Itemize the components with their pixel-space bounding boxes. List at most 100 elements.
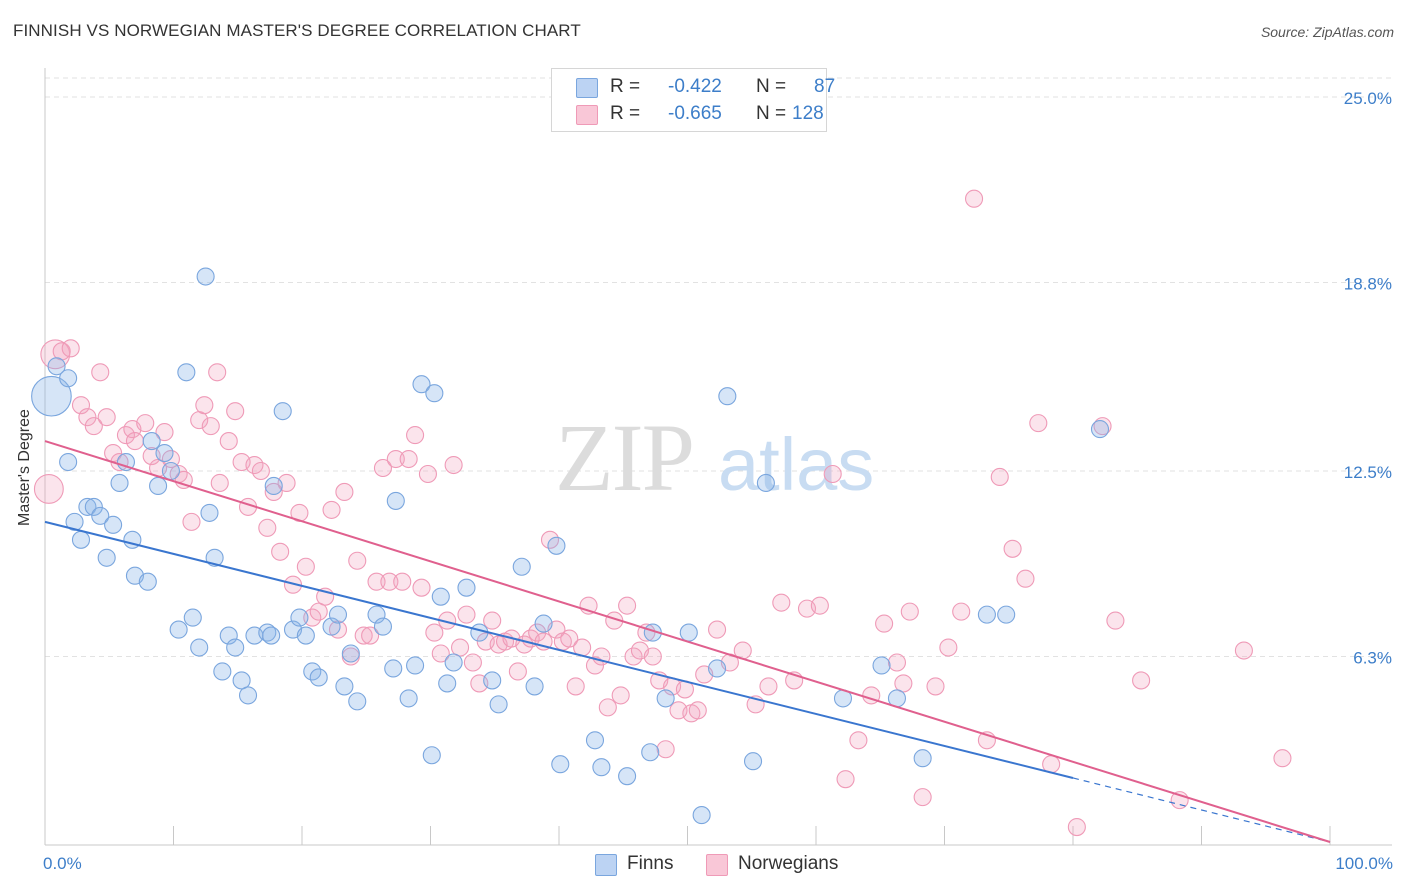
finns-n-value: 87 — [814, 76, 836, 97]
finns-point — [534, 614, 553, 633]
finns-point — [142, 432, 161, 451]
norwegians-point — [78, 408, 97, 427]
finns-point — [183, 608, 202, 627]
finns-point — [205, 548, 224, 567]
finns-point — [384, 659, 403, 678]
finns-point — [1090, 420, 1110, 439]
norwegians-point — [900, 602, 919, 621]
finns-legend-swatch — [595, 854, 617, 876]
norwegians-point — [1132, 671, 1151, 690]
norwegians-point — [373, 458, 393, 478]
norwegians-point — [354, 626, 373, 645]
norwegians-point — [61, 339, 80, 358]
finns-point — [200, 503, 219, 522]
x-tick-label-max: 100.0% — [1335, 854, 1393, 873]
watermark: ZIP atlas — [555, 404, 874, 511]
finns-point — [618, 767, 637, 786]
norwegians-point — [444, 455, 463, 475]
watermark-zip: ZIP — [555, 404, 693, 511]
norwegians-r-value: -0.665 — [668, 103, 722, 124]
x-tick-label-min: 0.0% — [43, 854, 82, 873]
finns-point — [412, 375, 431, 394]
finns-point — [31, 375, 72, 417]
norwegians-point — [566, 677, 585, 696]
norwegians-point — [965, 189, 984, 208]
norwegians-point — [836, 770, 855, 789]
norwegians-point — [1273, 749, 1292, 768]
norwegians-point — [875, 614, 894, 633]
correlation-legend: R = -0.422 N = 87 R = -0.665 N = 128 — [551, 68, 835, 132]
norwegians-point — [125, 432, 144, 451]
norwegians-point — [309, 602, 328, 621]
norwegians-point — [560, 629, 579, 648]
source-note: Source: ZipAtlas.com — [1260, 24, 1394, 40]
finns-point — [425, 384, 444, 403]
finns-point — [296, 626, 315, 645]
norwegians-point — [425, 623, 444, 642]
finns-point — [155, 443, 174, 463]
norwegians-point — [483, 611, 502, 630]
finns-point — [743, 752, 763, 771]
finns-point — [718, 387, 737, 406]
n-label: N = — [756, 76, 787, 97]
finns-point — [65, 512, 84, 531]
norwegians-point — [386, 449, 405, 469]
finns-point — [116, 452, 136, 472]
finns-point — [373, 617, 393, 636]
finns-point — [290, 608, 309, 627]
norwegians-point — [258, 518, 277, 537]
norwegians-point — [643, 647, 662, 666]
finns-point — [422, 746, 441, 765]
norwegians-point — [1093, 417, 1112, 436]
finns-point — [273, 402, 292, 421]
n-label: N = — [756, 103, 787, 124]
finns-point — [585, 731, 605, 750]
finns-swatch — [576, 78, 598, 98]
norwegians-point — [208, 363, 227, 382]
y-axis-label: Master's Degree — [16, 409, 33, 526]
norwegians-point — [1067, 817, 1086, 837]
norwegians-point — [618, 596, 637, 615]
norwegians-point — [585, 656, 605, 675]
axes — [44, 68, 1392, 846]
norwegians-point — [33, 474, 64, 504]
norwegians-point — [508, 662, 527, 681]
norwegians-swatch — [576, 105, 598, 125]
norwegians-point — [913, 788, 932, 807]
finns-point — [641, 743, 660, 762]
finns-point — [483, 671, 502, 690]
finns-point — [977, 605, 996, 624]
norwegians-point — [952, 602, 971, 621]
finns-point — [196, 267, 215, 286]
finns-point — [335, 677, 354, 696]
norwegians-point — [412, 578, 431, 597]
norwegians-point — [195, 396, 214, 415]
norwegians-point — [611, 686, 630, 705]
gridlines — [45, 77, 1392, 658]
norwegians-point — [463, 653, 482, 672]
norwegians-point — [91, 363, 110, 382]
finns-point — [913, 749, 932, 768]
finns-point — [78, 497, 97, 516]
finns-point — [406, 656, 425, 675]
finns-point — [232, 671, 251, 690]
norwegians-point — [849, 731, 868, 750]
finns-point — [91, 506, 110, 525]
norwegians-point — [656, 740, 675, 759]
norwegians-point — [201, 417, 220, 436]
norwegians-point — [335, 482, 354, 501]
norwegians-point — [174, 470, 193, 490]
norwegians-point — [708, 620, 727, 639]
finns-point — [213, 662, 232, 681]
norwegians-point — [399, 449, 418, 469]
norwegians-point — [226, 402, 245, 421]
r-label: R = — [610, 76, 641, 97]
norwegians-point — [322, 500, 341, 519]
y-tick-label: 18.8% — [1344, 275, 1392, 294]
finns-point — [438, 674, 457, 693]
norwegians-point — [361, 626, 380, 645]
norwegians-point — [926, 677, 945, 696]
norwegians-trend-line — [44, 440, 1331, 843]
norwegians-point — [1003, 539, 1022, 558]
